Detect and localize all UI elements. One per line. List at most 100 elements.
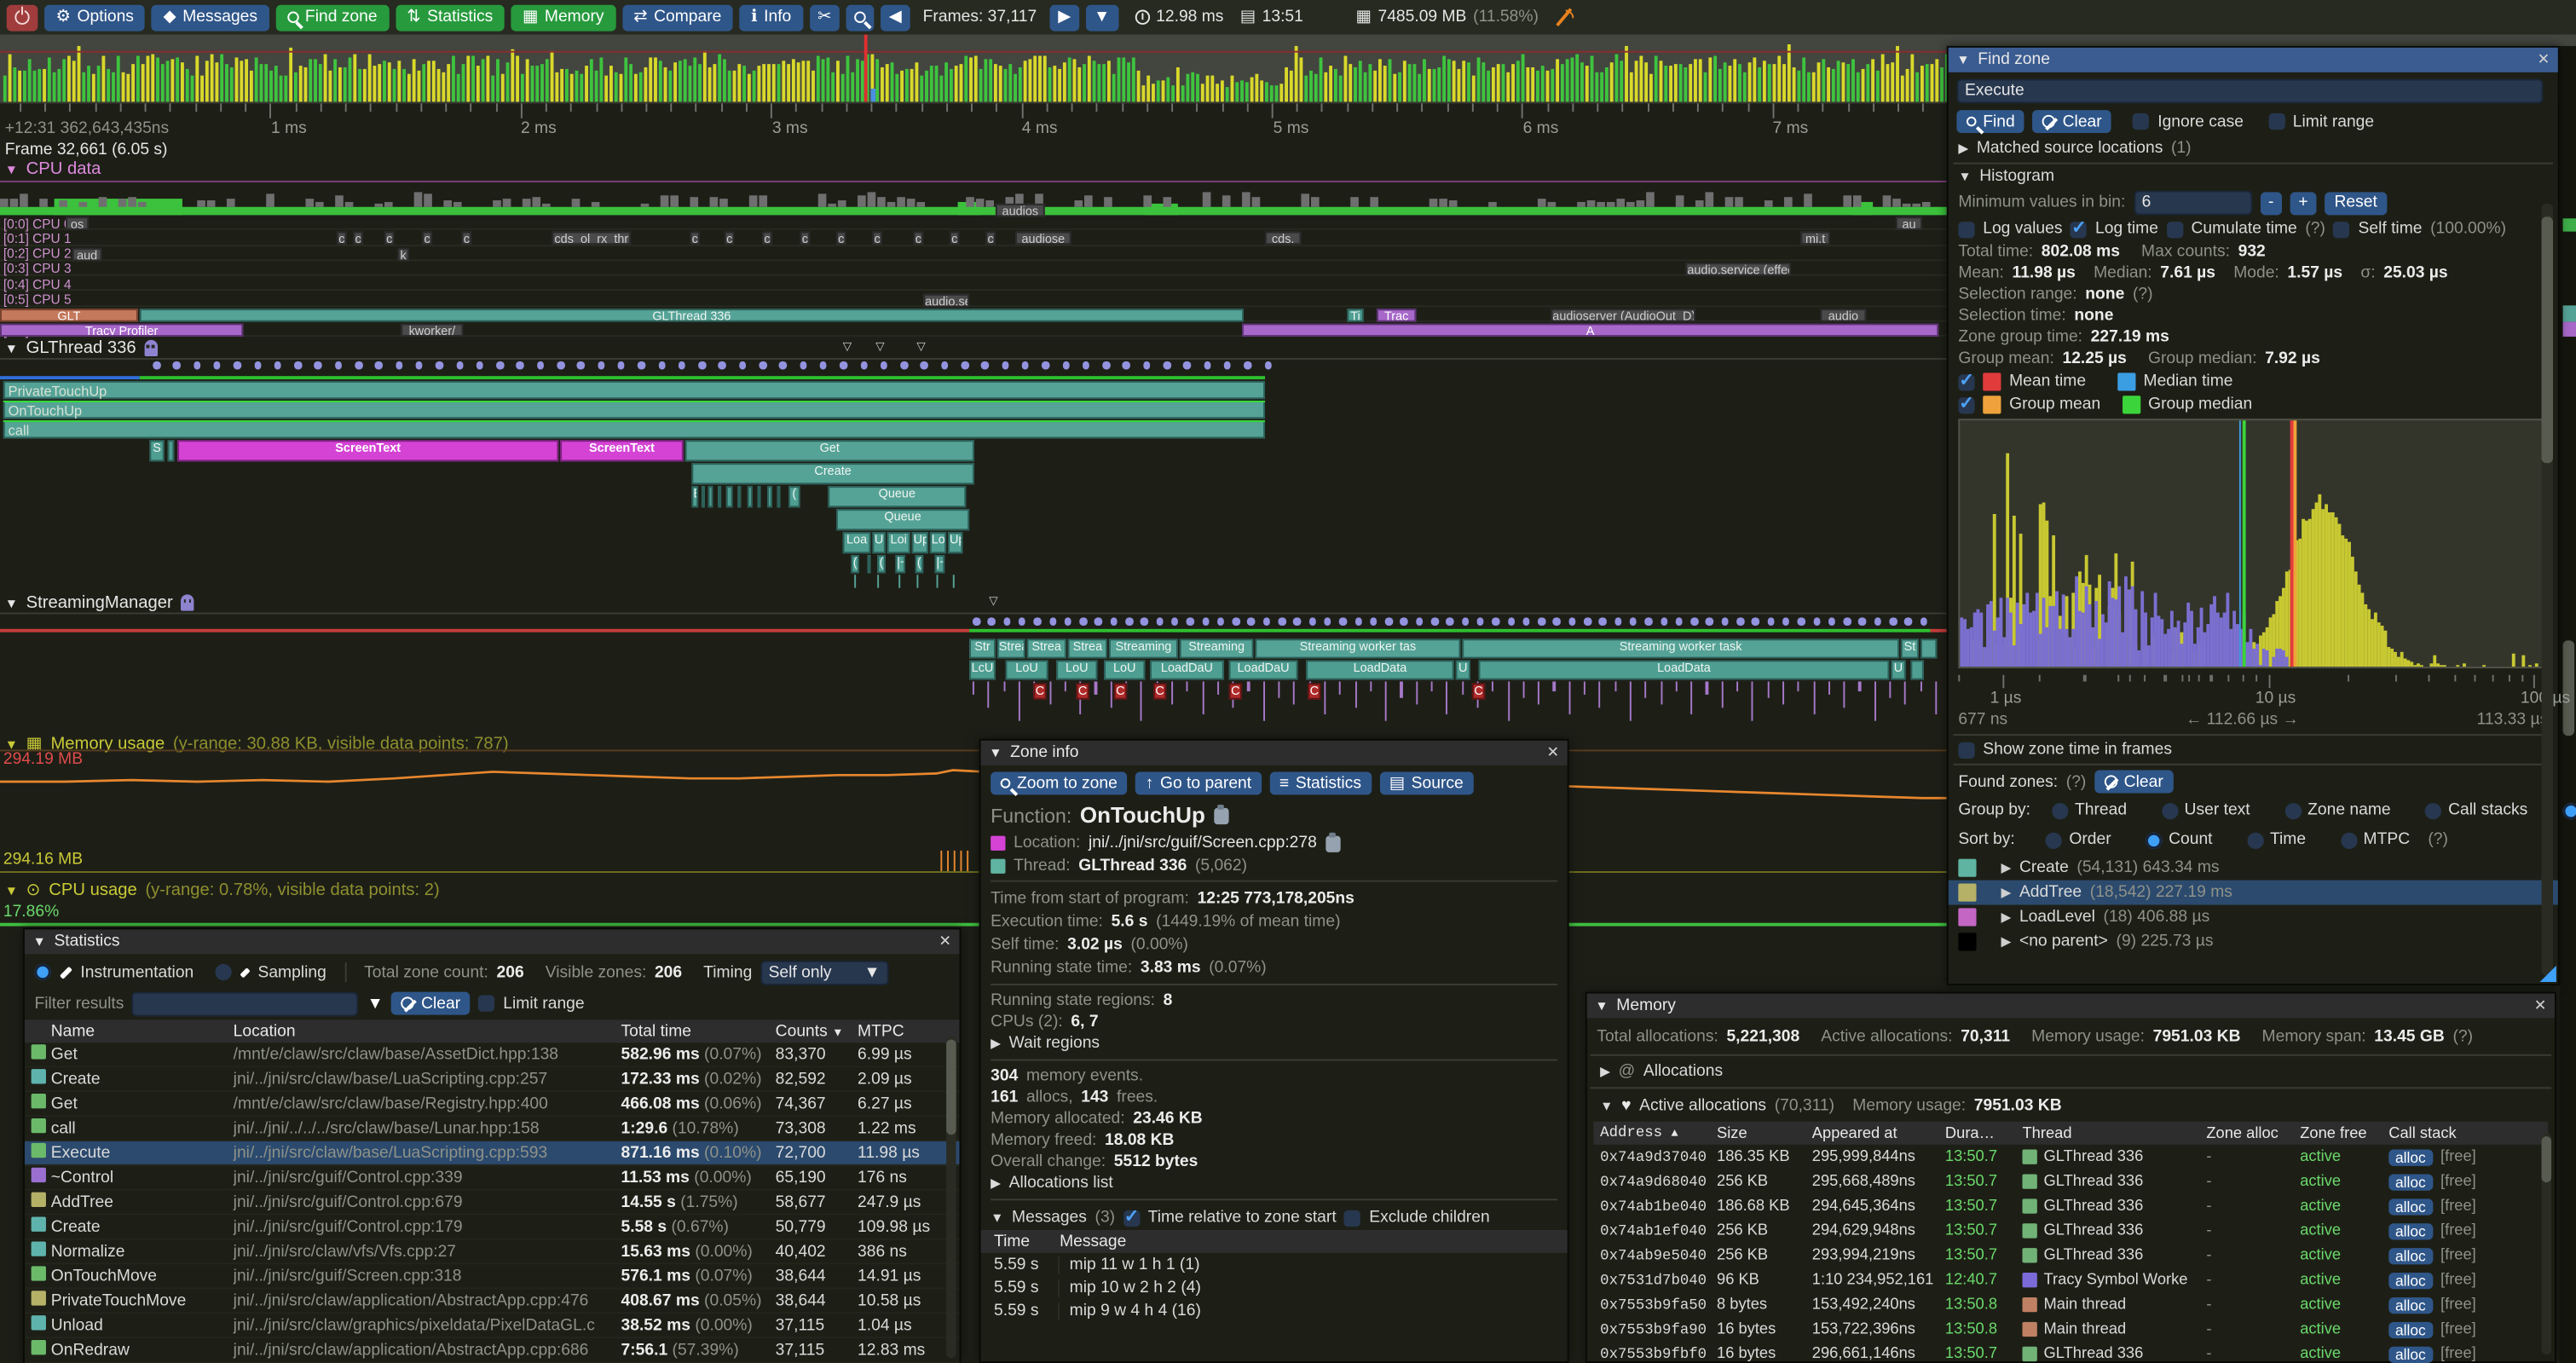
toolbar-button[interactable]: ⚙ Options	[44, 3, 146, 31]
time-relative-checkbox[interactable]	[1123, 1205, 1141, 1227]
zone-chip[interactable]: (	[788, 486, 800, 508]
zone-chip[interactable]: c	[762, 231, 772, 245]
zone-chip[interactable]: c	[800, 231, 811, 245]
allocations-expander[interactable]: ▶ @ Allocations	[1600, 1062, 1724, 1081]
instrumentation-radio[interactable]: Instrumentation	[34, 963, 193, 981]
zone-chip[interactable]: U	[1455, 660, 1470, 680]
zone-chip[interactable]	[1910, 660, 1924, 680]
zone-chip[interactable]: c	[985, 231, 996, 245]
statistics-row[interactable]: Create jni/../jni/src/claw/base/LuaScrip…	[24, 1067, 960, 1093]
group-by-radio[interactable]: User text	[2161, 801, 2250, 819]
exclude-children-checkbox[interactable]	[1344, 1209, 1361, 1227]
zone-chip[interactable]: au	[1896, 217, 1922, 230]
collapsed-zone-marker[interactable]: ▽	[916, 341, 926, 354]
zone-chip[interactable]: Tracy Profiler	[0, 323, 244, 337]
increment-button[interactable]: +	[2290, 191, 2317, 215]
timing-select[interactable]: Self only ▼	[760, 960, 889, 985]
min-values-input[interactable]	[2134, 190, 2252, 216]
found-zone-group[interactable]: ▶ Create (54,131) 643.34 ms	[1949, 856, 2558, 881]
zone-info-titlebar[interactable]: ▼ Zone info ✕	[980, 740, 1568, 765]
zone-chip[interactable]	[725, 486, 733, 508]
zone-chip[interactable]: C	[1152, 683, 1167, 700]
zone-chip[interactable]: C	[1076, 683, 1089, 700]
streamingmanager-section-header[interactable]: ▼ StreamingManager	[5, 592, 194, 613]
zone-chip[interactable]: aud	[72, 247, 102, 262]
group-by-radio[interactable]: Call stacks	[2425, 801, 2527, 819]
allocation-row[interactable]: 0x74a9d68040 256 KB 295,668,489ns 13:50.…	[1600, 1172, 2476, 1191]
toolbar-button[interactable]: ▦ Memory	[511, 3, 616, 31]
clear-filter-button[interactable]: Clear	[391, 991, 471, 1015]
message-row[interactable]: 5.59 s mip 11 w 1 h 1 (1)	[981, 1253, 1568, 1276]
sort-by-radio[interactable]: MTPC	[2340, 831, 2410, 849]
messages-expander[interactable]: ▼	[991, 1210, 1004, 1226]
next-frame-button[interactable]: ▶	[1049, 3, 1079, 31]
source-button[interactable]: ▤ Source	[1379, 771, 1474, 795]
zone-chip[interactable]: C	[1113, 683, 1128, 700]
statistics-scrollbar[interactable]	[946, 1036, 956, 1359]
allocations-list-expander[interactable]: ▶ Allocations list	[991, 1174, 1113, 1193]
allocation-row[interactable]: 0x74ab9e5040 256 KB 293,994,219ns 13:50.…	[1600, 1246, 2476, 1265]
zone-chip[interactable]: LoadDaU	[1228, 660, 1298, 680]
alloc-callstack-button[interactable]: alloc	[2388, 1173, 2433, 1190]
statistics-button[interactable]: ≡ Statistics	[1269, 771, 1372, 795]
clear-found-button[interactable]: Clear	[2094, 770, 2174, 794]
zone-chip[interactable]: audiose	[1015, 231, 1071, 245]
copy-clipboard-icon[interactable]	[1325, 831, 1340, 852]
group-by-radio[interactable]: Zone name	[2284, 801, 2391, 819]
statistics-row[interactable]: Unload jni/../jni/src/claw/graphics/pixe…	[24, 1314, 960, 1339]
zone-chip[interactable]: c	[913, 231, 924, 245]
zone-chip[interactable]: C	[1471, 683, 1486, 700]
log-values-checkbox[interactable]	[1958, 221, 1975, 238]
toolbar-button[interactable]: Find zone	[275, 3, 390, 31]
memory-scrollbar[interactable]	[2541, 1133, 2552, 1355]
zone-chip[interactable]	[747, 486, 753, 508]
toolbar-button[interactable]: ℹ Info	[739, 3, 803, 31]
histogram-expander[interactable]: ▼ Histogram	[1958, 167, 2055, 186]
zone-chip[interactable]: Queue	[835, 509, 970, 531]
allocation-row[interactable]: 0x74ab1be040 186.68 KB 294,645,364ns 13:…	[1600, 1197, 2476, 1216]
zone-chip[interactable]: (	[851, 555, 859, 574]
zone-chip[interactable]: audio.se	[923, 293, 970, 308]
statistics-row[interactable]: call jni/../jni/../../../src/claw/base/L…	[24, 1117, 960, 1141]
group-by-radio[interactable]: Thread	[2052, 801, 2127, 819]
find-zone-scrollbar[interactable]	[2541, 203, 2554, 976]
zone-chip[interactable]: GLT	[0, 309, 138, 322]
zone-chip[interactable]	[877, 575, 880, 588]
decrement-button[interactable]: -	[2260, 191, 2283, 215]
statistics-row[interactable]: Get /mnt/e/claw/src/claw/base/Registry.h…	[24, 1092, 960, 1118]
zone-chip[interactable]: A	[1242, 323, 1939, 337]
zone-time-histogram[interactable]	[1958, 419, 2549, 669]
alloc-callstack-button[interactable]: alloc	[2388, 1296, 2433, 1314]
limit-range-checkbox[interactable]	[2267, 113, 2285, 130]
wait-regions-expander[interactable]: ▶ Wait regions	[991, 1034, 1100, 1053]
zone-chip[interactable]: cds_ol_rx_thr	[552, 231, 632, 245]
sort-by-radio[interactable]: Time	[2246, 831, 2306, 849]
zone-chip[interactable]: Streaming worker tas	[1255, 638, 1461, 659]
close-icon[interactable]: ✕	[1546, 743, 1559, 760]
memory-titlebar[interactable]: ▼ Memory ✕	[1586, 993, 2555, 1019]
zone-chip[interactable]: Queue	[828, 486, 967, 508]
statistics-row[interactable]: Normalize jni/../jni/src/claw/vfs/Vfs.cp…	[24, 1240, 960, 1265]
zone-chip[interactable]: os	[66, 217, 90, 230]
zone-chip[interactable]: c	[872, 231, 882, 245]
toolbar-button[interactable]: ⇄ Compare	[621, 3, 733, 31]
zone-chip[interactable]: c	[690, 231, 701, 245]
zone-chip[interactable]: c	[337, 231, 347, 245]
zone-chip[interactable]: c	[384, 231, 395, 245]
zone-chip[interactable]: audio	[1820, 309, 1867, 322]
zone-chip[interactable]: LoadData	[1306, 660, 1454, 680]
statistics-titlebar[interactable]: ▼ Statistics ✕	[24, 929, 960, 955]
zone-chip[interactable]: GLThread 336	[139, 309, 1244, 322]
zone-chip[interactable]	[757, 486, 761, 508]
zone-chip[interactable]: C	[1308, 683, 1321, 700]
sampling-radio[interactable]: Sampling	[215, 963, 326, 981]
zone-chip[interactable]: LoadDaU	[1150, 660, 1224, 680]
zone-chip[interactable]: Streaming	[1108, 638, 1178, 659]
zone-chip[interactable]	[167, 440, 175, 462]
zone-chip[interactable]: kworker/	[401, 323, 464, 337]
zone-chip[interactable]: U	[872, 532, 886, 554]
zone-chip[interactable]: (	[915, 555, 924, 574]
statistics-row[interactable]: OnRedraw jni/../jni/src/claw/application…	[24, 1338, 960, 1363]
zone-chip[interactable]: St	[1900, 638, 1920, 659]
zone-chip[interactable]	[737, 486, 742, 508]
